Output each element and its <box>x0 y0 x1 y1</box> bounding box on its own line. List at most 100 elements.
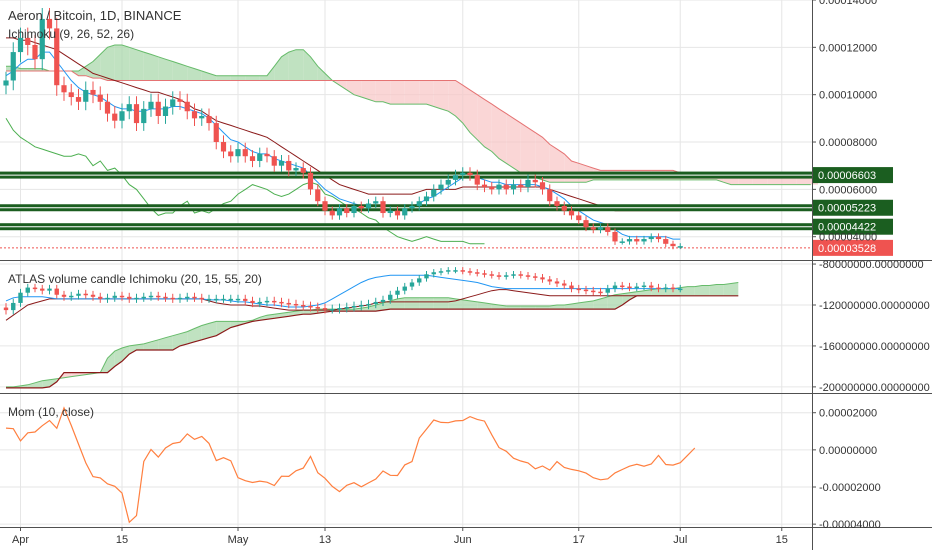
level-tag-label: 0.00005223 <box>818 203 876 215</box>
x-tick-label: Jun <box>454 534 472 546</box>
candle <box>185 292 190 302</box>
candle <box>134 293 139 303</box>
candle <box>214 294 219 303</box>
price-pane[interactable]: 0.00006603 0.00005223 0.00004422 0.00003528 <box>0 8 893 256</box>
candle <box>220 135 227 159</box>
price-level[interactable]: 0.00004422 <box>0 218 893 235</box>
cloud-segment <box>600 296 608 310</box>
cloud-segment <box>419 80 427 105</box>
candle <box>416 196 422 211</box>
candle <box>192 292 197 302</box>
senkou-span-a <box>6 44 811 186</box>
price-level[interactable]: 0.00005223 <box>0 199 893 216</box>
candle <box>221 294 226 303</box>
volume-span-b <box>6 295 739 389</box>
momentum-label[interactable]: Mom (10, close) <box>8 405 94 419</box>
candle <box>409 278 415 291</box>
cloud-segment <box>397 80 405 105</box>
candle <box>141 101 147 131</box>
cloud-segment <box>520 306 528 310</box>
x-tick-label: 17 <box>573 534 585 546</box>
level-tag-label: 0.00004422 <box>818 222 876 234</box>
ichimoku-indicator-label[interactable]: Ichimoku (9, 26, 52, 26) <box>8 27 134 41</box>
price-level[interactable]: 0.00006603 <box>0 167 893 184</box>
cloud-segment <box>658 288 666 296</box>
cloud-segment <box>129 344 137 355</box>
momentum-pane[interactable] <box>5 406 696 524</box>
candle <box>308 301 313 312</box>
cloud-segment <box>122 345 130 362</box>
candle <box>351 201 357 218</box>
candle <box>605 223 611 236</box>
candle <box>619 238 625 245</box>
last-price-label: 0.00003528 <box>818 243 876 255</box>
x-tick-label: 13 <box>319 534 331 546</box>
cloud-segment <box>129 47 137 81</box>
cloud-segment <box>187 328 195 344</box>
candle <box>626 235 633 245</box>
horizontal-levels[interactable]: 0.00006603 0.00005223 0.00004422 0.00003528 <box>0 167 893 256</box>
cloud-segment <box>470 300 478 310</box>
candle <box>163 292 168 302</box>
cloud-segment <box>564 304 572 310</box>
candle <box>438 179 444 195</box>
candle <box>162 98 169 124</box>
kijun-sen <box>6 37 681 212</box>
candle <box>250 296 255 308</box>
candle <box>532 174 538 188</box>
price-candles <box>3 8 683 250</box>
candle <box>452 169 459 186</box>
y-tick-label: 0.00006000 <box>819 184 877 196</box>
last-price-tag <box>813 239 893 256</box>
cloud-segment <box>49 378 57 387</box>
candle <box>177 293 183 303</box>
cloud-segment <box>716 284 724 296</box>
y-axes[interactable]: 0.00014000 0.00012000 0.00010000 0.00008000… <box>812 0 930 531</box>
cloud-segment <box>535 306 543 310</box>
cloud-segment <box>520 123 528 176</box>
candle <box>184 93 190 120</box>
candle <box>569 281 574 293</box>
cloud-segment <box>317 66 325 81</box>
candle <box>568 206 575 220</box>
x-axis[interactable]: Apr 15 May 13 Jun 17 Jul 15 <box>12 527 788 546</box>
cloud-segment <box>455 80 463 124</box>
candle <box>649 281 654 292</box>
candle <box>627 282 632 292</box>
candle <box>373 196 379 209</box>
candle <box>257 147 263 168</box>
y-tick-label: 0.00002000 <box>819 408 877 420</box>
volume-ichimoku-label[interactable]: ATLAS volume candle Ichimoku (20, 15, 55… <box>8 272 262 286</box>
candle <box>40 284 45 295</box>
cloud-segment <box>607 294 615 310</box>
candle <box>518 179 524 193</box>
candle <box>98 292 103 303</box>
volume-candles <box>3 267 683 315</box>
candle <box>562 279 567 290</box>
cloud-segment <box>426 80 434 107</box>
cloud-segment <box>644 289 652 296</box>
candle <box>206 294 212 303</box>
volume-ichimoku-pane[interactable] <box>3 267 739 389</box>
cloud-segment <box>694 285 702 296</box>
candle <box>133 96 140 132</box>
symbol-title[interactable]: Aeron / Bitcoin, 1D, BINANCE <box>8 8 182 23</box>
candle <box>554 196 560 211</box>
candle <box>612 281 618 293</box>
candle <box>191 103 198 127</box>
candle <box>438 268 444 276</box>
candle <box>634 235 640 245</box>
cloud-segment <box>665 288 673 296</box>
candle <box>75 88 82 110</box>
grid-lines <box>0 0 812 527</box>
candle <box>634 282 639 292</box>
candle <box>344 302 349 313</box>
cloud-segment <box>288 49 296 81</box>
cloud-segment <box>187 66 195 81</box>
candle <box>307 167 314 195</box>
cloud-segment <box>259 75 267 81</box>
cloud-segment <box>491 304 499 310</box>
cloud-segment <box>578 301 586 310</box>
